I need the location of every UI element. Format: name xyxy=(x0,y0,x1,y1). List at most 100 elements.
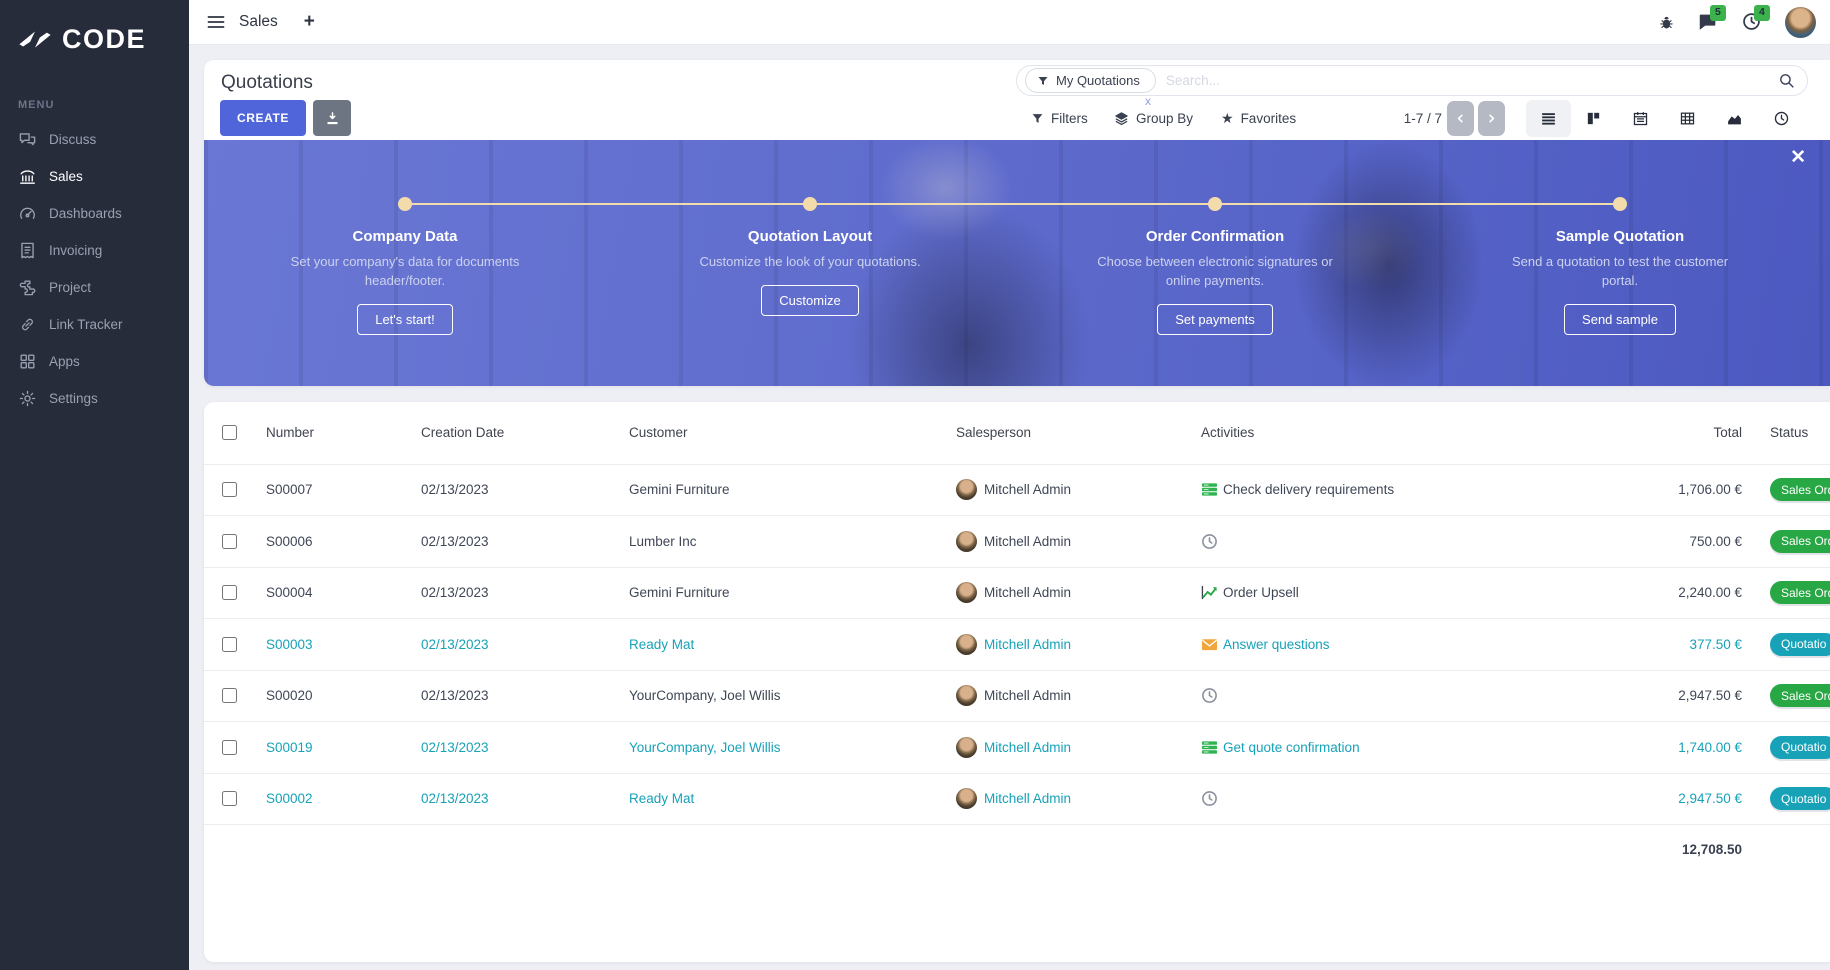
search-icon[interactable] xyxy=(1778,72,1795,89)
settings-icon xyxy=(19,390,36,407)
sidebar-item-project[interactable]: Project xyxy=(0,269,189,306)
banner-close-icon[interactable]: ✕ xyxy=(1790,147,1806,168)
activity-cell[interactable]: Answer questions xyxy=(1201,636,1546,653)
send-sample-button[interactable]: Send sample xyxy=(1564,303,1676,335)
favorites-button[interactable]: ★ Favorites xyxy=(1221,100,1296,136)
messages-count-badge: 5 xyxy=(1710,5,1726,21)
cell-total: 377.50 € xyxy=(1546,618,1742,670)
pivot-view-icon xyxy=(1680,112,1695,125)
salesperson-avatar xyxy=(956,479,977,501)
chevron-right-icon xyxy=(1489,114,1495,123)
user-avatar[interactable] xyxy=(1785,6,1816,38)
hamburger-menu-icon[interactable] xyxy=(206,12,226,32)
row-checkbox[interactable] xyxy=(222,688,237,704)
cell-creation-date: 02/13/2023 xyxy=(421,515,629,567)
topbar-app-title[interactable]: Sales xyxy=(239,13,278,30)
cell-number: S00019 xyxy=(266,721,421,773)
sidebar-item-dashboards[interactable]: Dashboards xyxy=(0,195,189,232)
column-header-status[interactable]: Status xyxy=(1770,425,1809,441)
sidebar-item-invoicing[interactable]: Invoicing xyxy=(0,232,189,269)
kanban-view-icon xyxy=(1587,112,1600,125)
search-facet-my-quotations[interactable]: My Quotations xyxy=(1025,68,1156,93)
activity-view-icon xyxy=(1774,111,1789,126)
pager-prev-button[interactable] xyxy=(1447,101,1474,136)
column-header-total[interactable]: Total xyxy=(1713,425,1742,441)
cell-salesperson: Mitchell Admin xyxy=(984,636,1072,652)
sidebar-item-sales[interactable]: Sales xyxy=(0,158,189,195)
activity-cell[interactable] xyxy=(1201,790,1546,807)
row-checkbox[interactable] xyxy=(222,791,237,807)
app-logo[interactable]: CODE xyxy=(0,0,189,55)
activity-cell[interactable]: Order Upsell xyxy=(1201,584,1546,601)
export-button[interactable] xyxy=(313,100,351,136)
customize-button[interactable]: Customize xyxy=(761,284,859,316)
cell-total: 1,706.00 € xyxy=(1546,463,1742,516)
lets-start-button[interactable]: Let's start! xyxy=(357,303,453,335)
view-switch-list-button[interactable] xyxy=(1526,100,1571,137)
activity-cell[interactable] xyxy=(1201,533,1546,550)
onboarding-banner: ✕ Company Data Set your company's data f… xyxy=(204,140,1830,386)
calendar-view-icon xyxy=(1633,112,1648,126)
table-row[interactable]: S00006 02/13/2023 Lumber Inc Mitchell Ad… xyxy=(204,515,1830,567)
search-bar[interactable]: My Quotations x xyxy=(1016,65,1808,108)
pager-next-button[interactable] xyxy=(1478,101,1505,136)
table-row[interactable]: S00003 02/13/2023 Ready Mat Mitchell Adm… xyxy=(204,618,1830,670)
table-row[interactable]: S00019 02/13/2023 YourCompany, Joel Will… xyxy=(204,721,1830,773)
row-checkbox[interactable] xyxy=(222,482,237,498)
sidebar-item-apps[interactable]: Apps xyxy=(0,343,189,380)
step-title: Quotation Layout xyxy=(747,228,873,245)
cell-salesperson: Mitchell Admin xyxy=(984,533,1072,549)
status-badge: Quotatio xyxy=(1770,632,1830,656)
filters-button[interactable]: Filters xyxy=(1031,100,1088,136)
cell-creation-date: 02/13/2023 xyxy=(421,669,629,722)
activity-cell[interactable]: Get quote confirmation xyxy=(1201,739,1546,756)
view-switch-activity-button[interactable] xyxy=(1759,100,1804,137)
view-switch-kanban-button[interactable] xyxy=(1571,100,1616,137)
activities-button[interactable]: 4 xyxy=(1741,5,1770,33)
logo-icon xyxy=(19,31,51,48)
facet-remove-icon[interactable]: x xyxy=(1145,94,1151,108)
cell-number: S00020 xyxy=(266,669,421,722)
set-payments-button[interactable]: Set payments xyxy=(1157,303,1273,335)
column-header-salesperson[interactable]: Salesperson xyxy=(956,425,1032,441)
sidebar-item-link-tracker[interactable]: Link Tracker xyxy=(0,306,189,343)
column-header-activities[interactable]: Activities xyxy=(1201,425,1255,441)
view-switch-graph-button[interactable] xyxy=(1712,100,1757,137)
quotations-table: Number Creation Date Customer Salesperso… xyxy=(204,402,1830,875)
cell-salesperson: Mitchell Admin xyxy=(984,791,1072,807)
cell-creation-date: 02/13/2023 xyxy=(421,721,629,773)
group-by-button[interactable]: Group By xyxy=(1114,100,1193,136)
link-tracker-icon xyxy=(22,318,33,331)
column-header-creation-date[interactable]: Creation Date xyxy=(421,425,505,441)
messages-button[interactable]: 5 xyxy=(1697,5,1726,33)
row-checkbox[interactable] xyxy=(222,739,237,755)
sidebar-item-settings[interactable]: Settings xyxy=(0,380,189,417)
table-row[interactable]: S00004 02/13/2023 Gemini Furniture Mitch… xyxy=(204,566,1830,619)
sidebar-item-discuss[interactable]: Discuss xyxy=(0,121,189,158)
select-all-checkbox[interactable] xyxy=(222,425,237,441)
clock-activity-icon xyxy=(1202,791,1217,807)
table-row[interactable]: S00007 02/13/2023 Gemini Furniture Mitch… xyxy=(204,463,1830,516)
activity-label: Order Upsell xyxy=(1223,585,1299,601)
create-button[interactable]: CREATE xyxy=(220,100,306,136)
chevron-left-icon xyxy=(1457,114,1463,123)
activity-cell[interactable]: Check delivery requirements xyxy=(1201,481,1546,498)
activity-cell[interactable] xyxy=(1201,687,1546,704)
view-switch-calendar-button[interactable] xyxy=(1618,100,1663,137)
row-checkbox[interactable] xyxy=(222,585,237,601)
search-input[interactable] xyxy=(1165,73,1778,88)
status-badge: Sales Ord xyxy=(1770,684,1830,708)
debug-bug-icon[interactable] xyxy=(1658,14,1675,31)
column-header-number[interactable]: Number xyxy=(266,425,315,441)
view-switch-pivot-button[interactable] xyxy=(1665,100,1710,137)
column-header-customer[interactable]: Customer xyxy=(629,425,688,441)
row-checkbox[interactable] xyxy=(222,533,237,549)
table-row[interactable]: S00020 02/13/2023 YourCompany, Joel Will… xyxy=(204,669,1830,722)
table-row[interactable]: S00002 02/13/2023 Ready Mat Mitchell Adm… xyxy=(204,772,1830,825)
step-description: Customize the look of your quotations. xyxy=(699,254,921,269)
row-checkbox[interactable] xyxy=(222,636,237,652)
new-tab-button[interactable]: + xyxy=(303,11,315,32)
timeline-dot xyxy=(803,197,817,211)
pager-range: 1-7 / 7 xyxy=(1403,110,1442,126)
